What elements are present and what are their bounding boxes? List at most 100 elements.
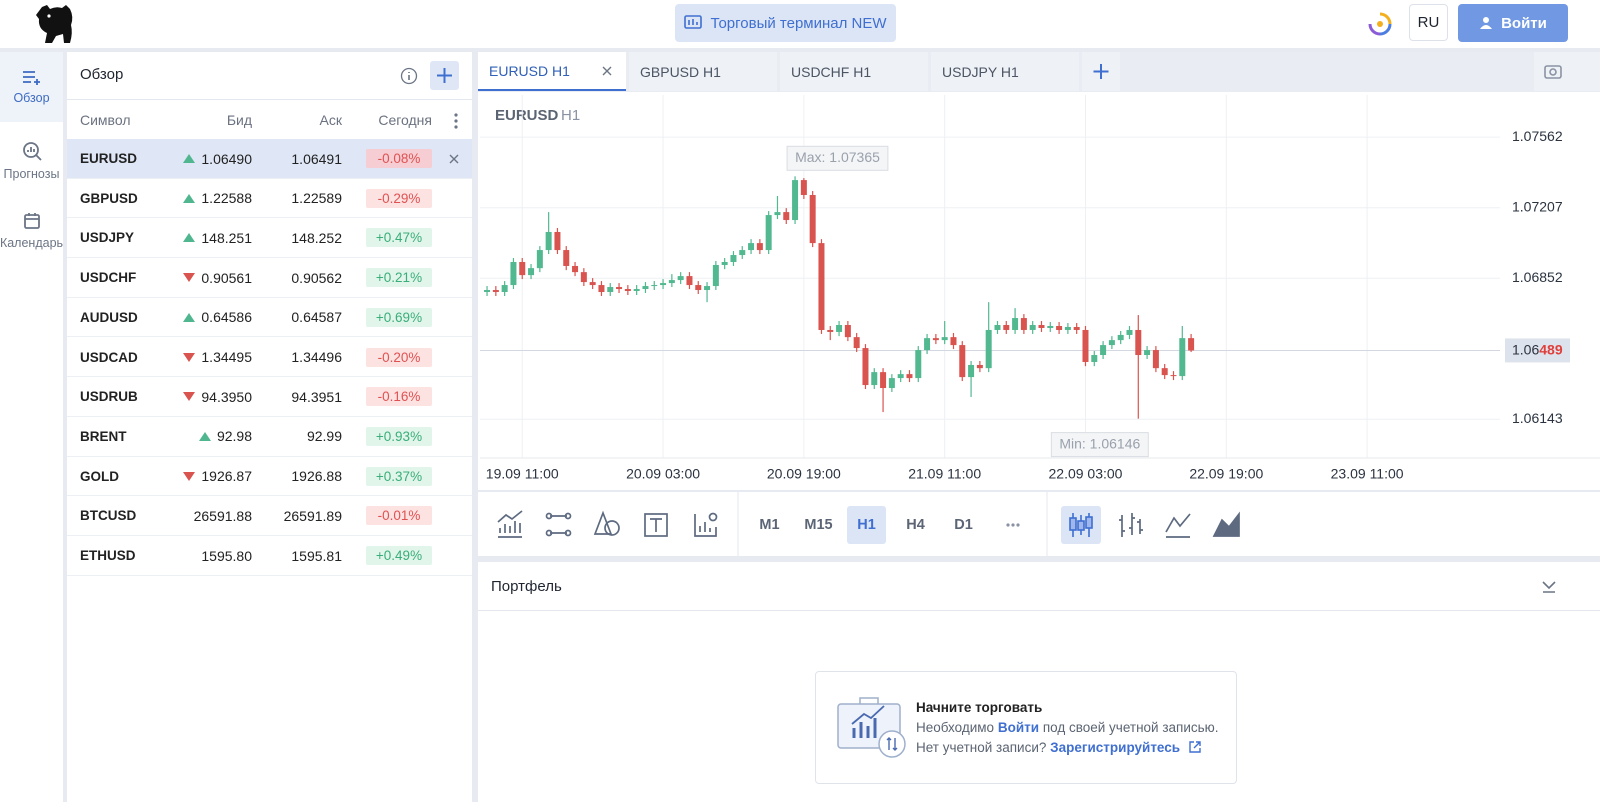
line-type-icon[interactable] [1165,513,1191,538]
candles-type-icon[interactable] [1069,513,1093,537]
watchlist-row[interactable]: BTCUSD 26591.88 26591.89 -0.01% [67,496,472,536]
bid: 1.06490 [201,150,252,167]
watchlist-row[interactable]: GOLD 1926.87 1926.88 +0.37% [67,457,472,497]
bid-cell: 92.98 [198,417,252,456]
icon-part [22,142,39,158]
lines-icon-dot [545,512,553,520]
tab-label: USDCHF H1 [791,63,872,80]
x-tick-label: 20.09 19:00 [767,466,841,482]
logo[interactable] [34,3,76,45]
language-button[interactable]: RU [1409,4,1448,41]
watchlist-row[interactable]: USDCAD 1.34495 1.34496 -0.20% [67,338,472,378]
more-timeframes[interactable] [1006,523,1020,527]
lines-icon[interactable] [550,515,567,534]
candle-body [1117,334,1124,341]
sidebar-item[interactable]: Календарь [0,196,63,266]
watchlist-row[interactable]: USDCHF 0.90561 0.90562 +0.21% [67,258,472,298]
icon-part [24,213,39,220]
sidebar-item[interactable]: Обзор [0,52,63,122]
separator [67,99,472,100]
change-badge: +0.47% [366,228,432,248]
watchlist-row[interactable]: USDJPY 148.251 148.252 +0.47% [67,218,472,259]
bid: 0.64586 [201,309,252,326]
timeframe-button[interactable]: M15 [804,517,833,533]
ask: 0.90562 [291,269,342,286]
hint-text: Необходимо [916,720,995,735]
candle-body [686,276,693,286]
add-symbol-button[interactable] [430,61,459,90]
candle-body [915,350,922,379]
candle-body [765,215,772,251]
sidebar-item[interactable]: Прогнозы [0,126,63,196]
timeframe-button[interactable]: M1 [759,517,780,533]
icon-part [1480,25,1493,29]
chart-tab[interactable]: USDJPY H1 [931,52,1079,91]
theme-icon[interactable] [1367,11,1393,37]
close-icon[interactable] [449,154,459,164]
info-icon[interactable] [400,67,418,85]
icon-part [886,737,898,751]
watchlist-row[interactable]: GBPUSD 1.22588 1.22589 -0.29% [67,179,472,219]
bid-cell: 1595.80 [201,536,252,575]
templates-icon[interactable] [694,514,717,537]
icon-part [454,119,458,123]
collapse-icon[interactable] [1540,576,1558,594]
candle-body [739,250,746,256]
ask: 0.64587 [291,309,342,326]
icon-part [400,67,418,85]
direction-arrow [183,233,196,243]
register-link[interactable]: Зарегистрируйтесь [1050,740,1181,755]
timeframe-button[interactable]: D1 [954,517,973,533]
text-icon[interactable] [644,513,668,537]
candle-body [484,290,491,293]
candle-body [976,364,983,369]
chart-timeframe: H1 [561,107,580,124]
terminal-button[interactable]: Торговый терминал NEW [675,4,896,42]
icon-part [1549,68,1557,76]
chart-tab[interactable]: GBPUSD H1 [629,52,777,91]
ask-cell: 1.34496 [291,338,342,377]
register-hint: Нет учетной записи? Зарегистрируйтесь [916,740,1202,755]
top-bar: Торговый терминал NEW RU Войти [0,0,1600,48]
camera-icon [1544,65,1562,79]
columns-menu[interactable] [452,112,460,130]
ask: 1.06491 [291,150,342,167]
bid: 0.90561 [201,269,252,286]
column-header: Аск [319,112,342,128]
icon-part [1377,21,1383,27]
login-button[interactable]: Войти [1458,4,1568,42]
add-tab-button[interactable] [1082,52,1120,91]
candle-body [844,325,851,338]
shapes-icon[interactable] [593,510,613,535]
watchlist-row[interactable]: USDRUB 94.3950 94.3951 -0.16% [67,377,472,417]
last-price-main: 1.06 [1512,341,1539,357]
logo-shape [36,5,73,43]
icon-part [26,147,42,161]
area-type-icon[interactable] [1212,511,1240,537]
watchlist-row[interactable]: AUDUSD 0.64586 0.64587 +0.69% [67,298,472,338]
icon-part [1542,581,1556,593]
timeframe-button[interactable]: H4 [906,517,925,533]
ask-cell: 1.06491 [291,139,342,178]
symbol: USDRUB [80,389,138,405]
timeframe-button[interactable]: H1 [847,506,886,544]
screenshot-button[interactable] [1534,52,1600,91]
close-icon[interactable] [602,66,612,76]
symbol: ETHUSD [80,548,136,563]
candle-body [871,372,878,386]
candle-body [528,268,535,276]
candle-body [924,338,931,351]
bars-type-icon[interactable] [1119,513,1143,537]
chart-tab[interactable]: USDCHF H1 [780,52,928,91]
bid: 94.3950 [201,388,252,405]
watchlist-row[interactable]: BRENT 92.98 92.99 +0.93% [67,417,472,457]
watchlist-row[interactable]: ETHUSD 1595.80 1595.81 +0.49% [67,536,472,576]
indicators-icon[interactable] [497,510,523,538]
login-link[interactable]: Войти [997,720,1040,735]
ask-cell: 1.22589 [291,179,342,218]
candle-body [1082,329,1089,362]
chart-tab[interactable]: EURUSD H1 [478,52,626,91]
candle-body [959,345,966,378]
watchlist-row[interactable]: EURUSD 1.06490 1.06491 -0.08% [67,139,472,179]
